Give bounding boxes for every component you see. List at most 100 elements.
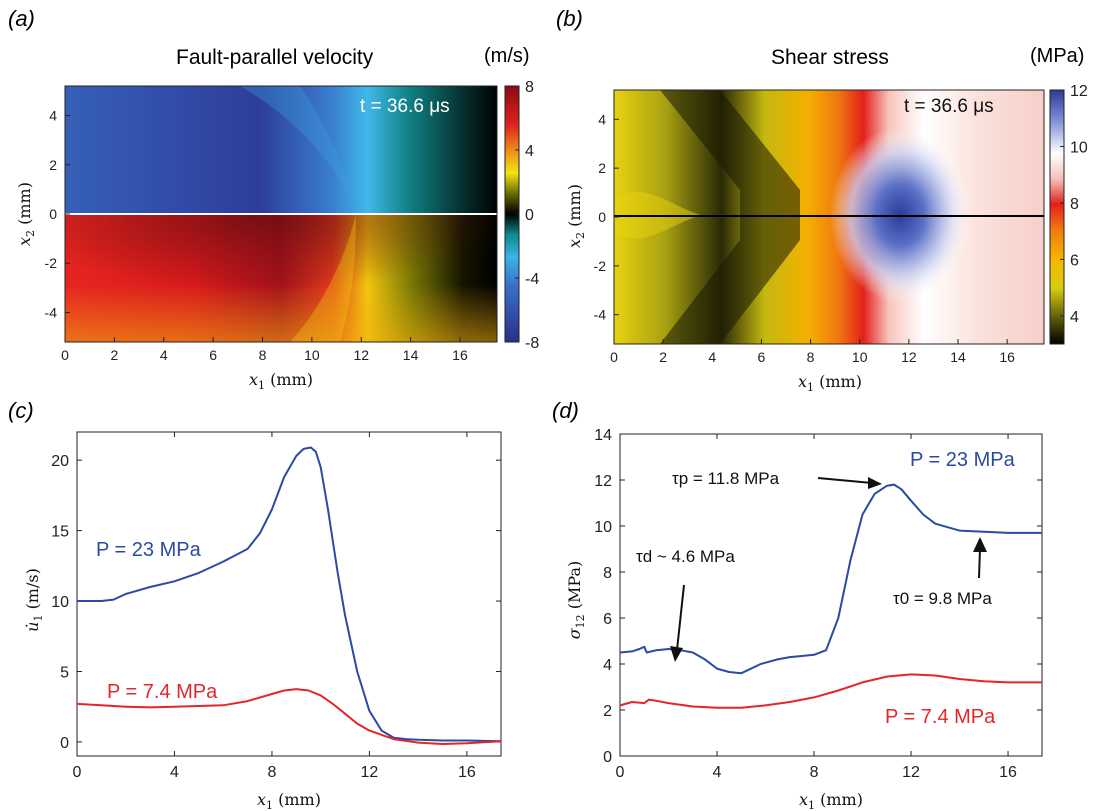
panel-d-series-line-p74 xyxy=(619,673,1042,709)
panel-b-xlabel: x1 (mm) xyxy=(798,372,862,394)
x-tick-label: 4 xyxy=(713,764,722,781)
panel-c-annotation-p74: P = 7.4 MPa xyxy=(107,681,218,703)
panel-c-ylabel: u̇1 (m/s) xyxy=(23,568,45,632)
y-tick-label: 2 xyxy=(598,160,606,176)
x-tick-label: 4 xyxy=(708,349,716,365)
panel-b: (b) Shear stress (MPa) t = 36.6 μs 0 2 4 6 8… xyxy=(556,6,1088,394)
panel-a-colorbar-ticks: 8 4 0 -4 -8 xyxy=(515,79,539,352)
panel-d-ylabel: σ12 (MPa) xyxy=(565,561,587,639)
x-tick-label: 8 xyxy=(267,764,276,781)
arrow-tau-0 xyxy=(978,547,981,579)
panel-d-series xyxy=(619,483,1042,709)
arrow-head-tau-0 xyxy=(973,537,987,552)
arrow-tau-p xyxy=(817,477,873,484)
panel-d-annotation-tau-d: τd ~ 4.6 MPa xyxy=(636,547,735,566)
panel-a-colorbar-unit: (m/s) xyxy=(484,45,530,67)
x-tick-label: 12 xyxy=(361,764,379,781)
colorbar-tick-label: 0 xyxy=(525,207,534,224)
y-tick-label: 6 xyxy=(603,611,612,628)
y-tick-label: 5 xyxy=(60,664,69,681)
y-tick-label: 4 xyxy=(598,111,606,127)
panel-a-title: Fault-parallel velocity xyxy=(176,46,374,69)
panel-b-title: Shear stress xyxy=(771,46,889,69)
y-tick-label: -2 xyxy=(45,255,58,271)
x-tick-label: 14 xyxy=(403,347,419,363)
panel-a-yaxis: -4 -2 0 2 4 xyxy=(45,108,70,320)
panel-b-colorbar-unit: (MPa) xyxy=(1030,45,1084,67)
panel-d-series-line-p23 xyxy=(619,483,1042,675)
panel-b-label: (b) xyxy=(556,6,583,31)
x-tick-label: 16 xyxy=(999,349,1015,365)
y-tick-label: 20 xyxy=(51,453,69,470)
x-tick-label: 0 xyxy=(616,764,625,781)
panel-c-series-line-p74 xyxy=(76,688,502,745)
panel-a-time-label: t = 36.6 μs xyxy=(360,96,450,117)
y-tick-label: 8 xyxy=(603,565,612,582)
x-tick-label: 10 xyxy=(304,347,320,363)
panel-d: (d) 0 4 8 12 16 0 2 4 6 8 10 12 14 x1 (mm) σ12 (MPa)… xyxy=(552,398,1043,811)
y-tick-label: 2 xyxy=(603,703,612,720)
x-tick-label: 6 xyxy=(209,347,217,363)
y-tick-label: 0 xyxy=(49,206,57,222)
panel-c-series-line-p23 xyxy=(77,446,502,743)
colorbar-tick-label: -8 xyxy=(525,335,539,352)
colorbar-tick-label: 4 xyxy=(1070,309,1079,326)
x-tick-label: 6 xyxy=(758,349,766,365)
colorbar-tick-label: 12 xyxy=(1070,83,1088,100)
x-tick-label: 4 xyxy=(160,347,168,363)
y-tick-label: 0 xyxy=(598,209,606,225)
x-tick-label: 12 xyxy=(902,764,920,781)
panel-d-axes-box xyxy=(619,433,1043,757)
colorbar-tick-label: 6 xyxy=(1070,252,1079,269)
panel-c-xlabel: x1 (mm) xyxy=(257,790,321,811)
x-tick-label: 10 xyxy=(852,349,868,365)
x-tick-label: 8 xyxy=(259,347,267,363)
x-tick-label: 12 xyxy=(353,347,369,363)
y-tick-label: 14 xyxy=(594,427,612,444)
panel-b-time-label: t = 36.6 μs xyxy=(904,96,994,117)
y-tick-label: 0 xyxy=(60,735,69,752)
panel-b-ylabel: x2 (mm) xyxy=(565,184,587,248)
panel-b-colorbar-ticks: 12 10 8 6 4 xyxy=(1060,83,1088,326)
x-tick-label: 8 xyxy=(810,764,819,781)
panel-c-axes-box xyxy=(76,431,502,757)
panel-b-heatmap xyxy=(614,90,1044,344)
panel-b-colorbar xyxy=(1049,89,1065,345)
x-tick-label: 0 xyxy=(61,347,69,363)
panel-a-xlabel: x1 (mm) xyxy=(249,370,313,392)
x-tick-label: 16 xyxy=(458,764,476,781)
y-tick-label: -4 xyxy=(45,304,58,320)
arrow-head-tau-p xyxy=(868,477,882,489)
arrow-tau-d xyxy=(676,584,685,651)
y-tick-label: 15 xyxy=(51,524,69,541)
panel-c: (c) 0 4 8 12 16 0 5 10 15 20 x1 (mm) u̇1 (m/s) P … xyxy=(8,398,502,811)
colorbar-tick-label: 10 xyxy=(1070,139,1088,156)
colorbar-tick-label: -4 xyxy=(525,271,539,288)
panel-d-annotation-p74: P = 7.4 MPa xyxy=(885,706,996,728)
panel-d-annotation-tau-p: τp = 11.8 MPa xyxy=(672,469,780,488)
panel-d-label: (d) xyxy=(552,398,579,423)
x-tick-label: 16 xyxy=(452,347,468,363)
panel-d-xlabel: x1 (mm) xyxy=(799,790,863,811)
y-tick-label: 2 xyxy=(49,157,57,173)
arrow-head-tau-d xyxy=(670,646,683,662)
y-tick-label: 12 xyxy=(594,473,612,490)
panel-d-axes: 0 4 8 12 16 0 2 4 6 8 10 12 14 xyxy=(594,427,1042,781)
y-tick-label: 10 xyxy=(594,519,612,536)
y-tick-label: -2 xyxy=(594,258,607,274)
x-tick-label: 2 xyxy=(110,347,118,363)
panel-a-heatmap xyxy=(65,86,497,342)
panel-c-label: (c) xyxy=(8,398,34,423)
colorbar-tick-label: 8 xyxy=(525,79,534,96)
panel-d-annotation-tau-0: τ0 = 9.8 MPa xyxy=(893,589,992,608)
panel-c-axes: 0 4 8 12 16 0 5 10 15 20 xyxy=(51,432,501,781)
x-tick-label: 16 xyxy=(999,764,1017,781)
panel-c-series xyxy=(76,446,502,745)
colorbar-tick-label: 4 xyxy=(525,143,534,160)
y-tick-label: 0 xyxy=(603,749,612,766)
panel-d-annotation-p23: P = 23 MPa xyxy=(910,449,1016,471)
x-tick-label: 14 xyxy=(950,349,966,365)
x-tick-label: 0 xyxy=(610,349,618,365)
y-tick-label: 4 xyxy=(603,657,612,674)
